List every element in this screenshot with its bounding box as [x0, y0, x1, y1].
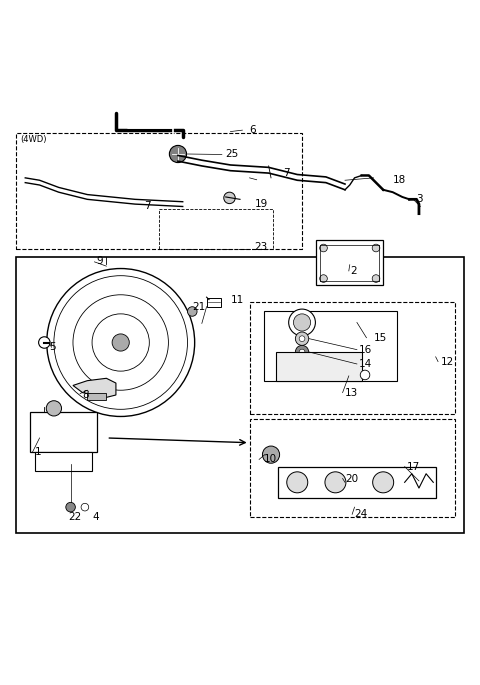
- Circle shape: [288, 309, 315, 336]
- Text: 6: 6: [250, 125, 256, 135]
- Text: 15: 15: [373, 333, 387, 342]
- Text: 11: 11: [230, 295, 244, 305]
- Circle shape: [46, 401, 61, 416]
- Polygon shape: [73, 378, 116, 397]
- Text: 25: 25: [226, 149, 239, 159]
- Bar: [316, 240, 383, 285]
- Circle shape: [112, 334, 129, 351]
- Text: 18: 18: [393, 175, 406, 185]
- Text: 7: 7: [144, 201, 151, 212]
- Bar: [16, 257, 464, 534]
- Text: 9: 9: [97, 256, 104, 266]
- Circle shape: [325, 472, 346, 493]
- Bar: [30, 412, 97, 452]
- Circle shape: [372, 275, 380, 282]
- Circle shape: [66, 502, 75, 512]
- Circle shape: [320, 275, 327, 282]
- Text: 16: 16: [360, 345, 372, 355]
- Circle shape: [299, 349, 305, 355]
- Text: 5: 5: [49, 342, 56, 352]
- Text: 7: 7: [283, 168, 289, 178]
- Circle shape: [287, 472, 308, 493]
- Polygon shape: [87, 393, 107, 400]
- Text: 4: 4: [92, 512, 99, 522]
- Circle shape: [320, 244, 327, 252]
- Text: 21: 21: [192, 301, 205, 312]
- Bar: [35, 452, 92, 471]
- Text: 20: 20: [345, 473, 358, 484]
- Bar: [278, 466, 436, 497]
- Bar: [250, 302, 455, 414]
- Text: 17: 17: [407, 462, 420, 471]
- Text: 1: 1: [35, 447, 41, 458]
- Circle shape: [38, 337, 50, 348]
- Bar: [159, 209, 274, 249]
- Text: 24: 24: [355, 510, 368, 519]
- Text: 12: 12: [441, 357, 454, 366]
- Bar: [264, 312, 397, 381]
- Text: 23: 23: [254, 242, 267, 252]
- Circle shape: [360, 370, 370, 379]
- Circle shape: [295, 345, 309, 359]
- Bar: [276, 352, 362, 381]
- Text: 14: 14: [360, 359, 372, 369]
- Circle shape: [169, 145, 187, 162]
- Text: (4WD): (4WD): [21, 135, 47, 144]
- Bar: [206, 298, 221, 307]
- Circle shape: [188, 307, 197, 316]
- Text: 2: 2: [350, 266, 356, 276]
- Text: 19: 19: [254, 199, 267, 209]
- Text: 8: 8: [83, 390, 89, 400]
- Bar: [16, 132, 302, 249]
- Circle shape: [372, 472, 394, 493]
- Text: 13: 13: [345, 388, 358, 397]
- Circle shape: [372, 244, 380, 252]
- Text: 10: 10: [264, 454, 277, 464]
- Circle shape: [299, 336, 305, 342]
- Text: 22: 22: [68, 512, 82, 522]
- Circle shape: [263, 446, 280, 463]
- Circle shape: [47, 269, 195, 416]
- Circle shape: [295, 332, 309, 345]
- Text: 3: 3: [417, 195, 423, 204]
- Bar: [250, 419, 455, 516]
- Circle shape: [224, 192, 235, 203]
- Circle shape: [293, 314, 311, 331]
- Circle shape: [81, 503, 89, 511]
